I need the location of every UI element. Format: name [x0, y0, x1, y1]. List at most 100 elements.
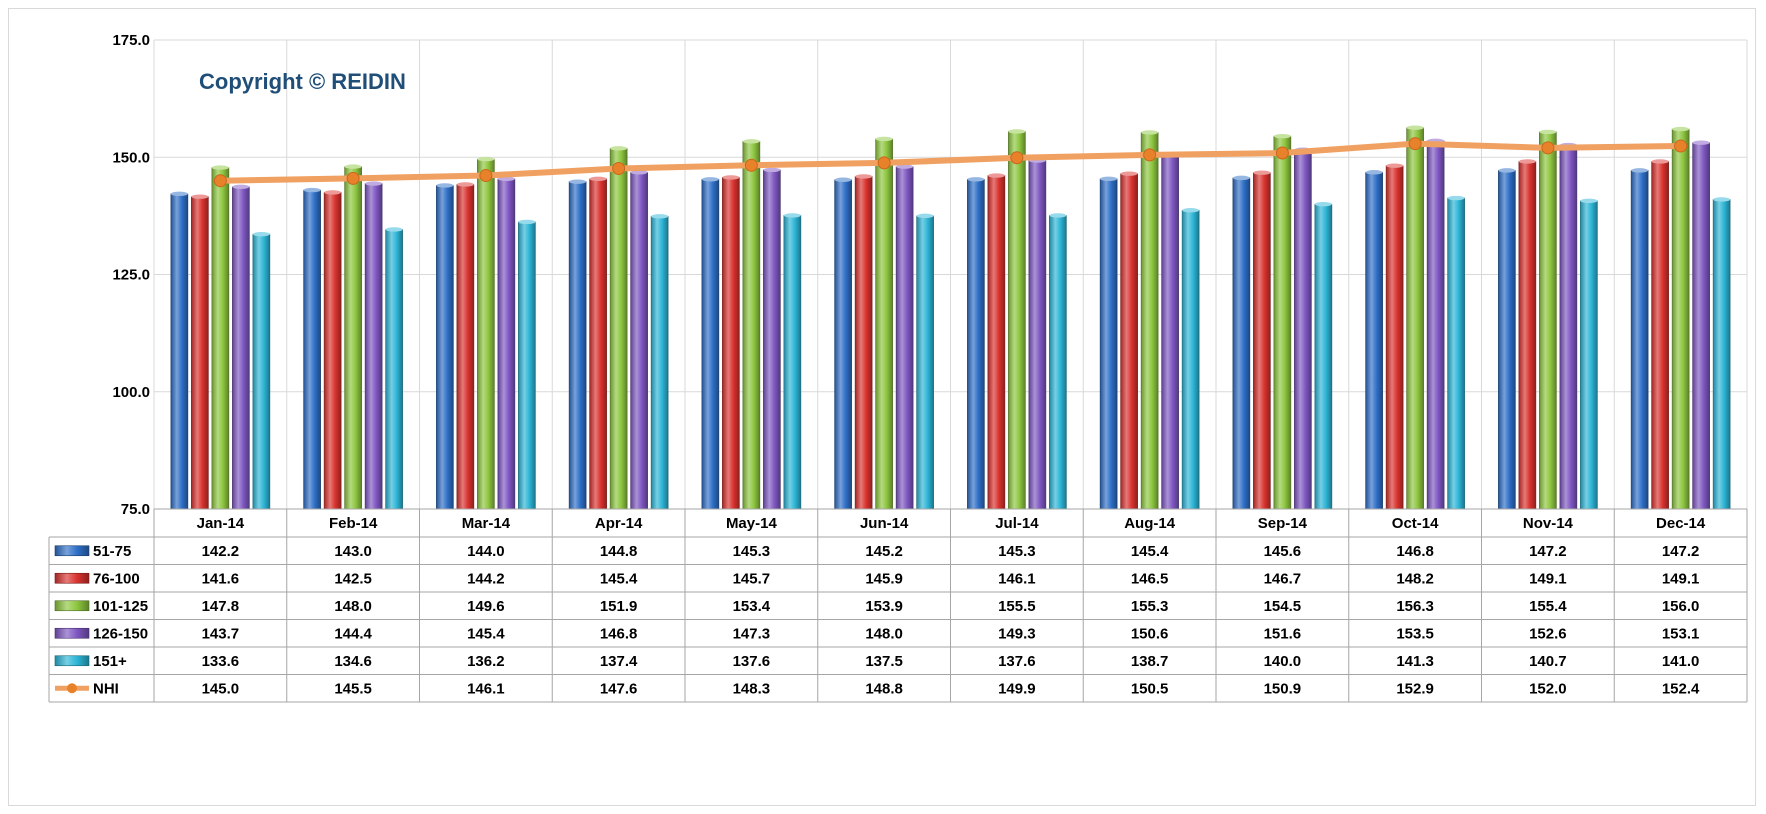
point-NHI-Apr-14	[612, 162, 626, 176]
bar-top	[1406, 125, 1424, 130]
bar-76-100-Sep-14	[1253, 172, 1271, 510]
bar-101-125-Mar-14	[477, 158, 495, 510]
bar-top	[987, 173, 1005, 178]
bar-76-100-Nov-14	[1518, 161, 1537, 510]
bar-151+-Dec-14	[1712, 199, 1731, 510]
table-cell: 147.2	[1662, 543, 1700, 560]
point-NHI-Aug-14	[1143, 148, 1157, 162]
bar-76-100-Feb-14	[323, 192, 342, 510]
bar-151+-Aug-14	[1181, 209, 1200, 510]
legend-label-126-150: 126-150	[93, 625, 148, 642]
bar-top	[1100, 176, 1118, 182]
bar-151+-Oct-14	[1447, 197, 1465, 510]
bar-126-150-Jul-14	[1028, 160, 1047, 510]
table-cell: 148.0	[865, 625, 903, 642]
table-cell: 153.9	[865, 598, 903, 615]
bar-76-100-May-14	[722, 177, 740, 510]
table-cell: 155.5	[998, 598, 1036, 615]
bar-151+-Nov-14	[1580, 200, 1598, 510]
bar-top	[1182, 208, 1200, 213]
bar-top	[651, 214, 669, 219]
bar-top	[1672, 126, 1690, 132]
table-cell: 137.5	[865, 653, 903, 670]
table-cell: 156.3	[1396, 598, 1434, 615]
table-cell: 146.1	[467, 680, 505, 697]
copyright-watermark: Copyright © REIDIN	[199, 69, 406, 94]
bar-76-100-Dec-14	[1651, 161, 1669, 510]
legend-label-NHI: NHI	[93, 680, 119, 697]
bar-51-75-Sep-14	[1232, 177, 1251, 510]
legend-label-101-125: 101-125	[93, 598, 148, 615]
category-label: Jul-14	[995, 515, 1039, 532]
category-label: Dec-14	[1656, 515, 1706, 532]
bar-top	[875, 136, 893, 142]
table-cell: 147.3	[733, 625, 771, 642]
table-cell: 153.4	[733, 598, 771, 615]
bar-top	[1232, 175, 1250, 181]
data-table: Jan-14 Feb-14 Mar-14 Apr-14 May-14 Jun-14 Jul-…	[48, 508, 1748, 703]
table-cell: 142.2	[202, 543, 240, 560]
table-cell: 145.5	[334, 680, 372, 697]
table-cell: 138.7	[1131, 653, 1169, 670]
table-cell: 144.2	[467, 570, 505, 587]
bar-151+-Feb-14	[385, 229, 403, 510]
bar-top	[1498, 168, 1516, 173]
category-label: Aug-14	[1124, 515, 1175, 532]
bar-top	[344, 164, 362, 169]
table-cell: 142.5	[334, 570, 372, 587]
table-cell: 145.3	[733, 543, 771, 560]
bar-top	[610, 146, 628, 151]
bar-top	[967, 177, 985, 182]
point-NHI-Oct-14	[1408, 137, 1422, 151]
bar-101-125-Apr-14	[609, 148, 628, 510]
bar-101-125-Feb-14	[344, 166, 362, 510]
bar-top	[569, 179, 587, 184]
table-cell: 151.6	[1264, 625, 1302, 642]
bar-151+-Jan-14	[252, 233, 271, 510]
bar-51-75-Apr-14	[568, 181, 587, 510]
y-tick-label: 175.0	[112, 32, 150, 49]
bar-101-125-Jul-14	[1008, 131, 1026, 510]
point-NHI-Jul-14	[1010, 151, 1024, 165]
table-cell: 148.3	[733, 680, 771, 697]
table-cell: 145.6	[1264, 543, 1302, 560]
bar-top	[1539, 129, 1557, 135]
table-cell: 146.7	[1264, 570, 1302, 587]
point-NHI-Nov-14	[1541, 141, 1555, 155]
bar-top	[1580, 198, 1598, 204]
point-NHI-Jan-14	[213, 174, 227, 188]
bar-top	[1314, 201, 1332, 207]
line-NHI	[220, 140, 1681, 184]
y-tick-label: 75.0	[121, 501, 150, 518]
table-cell: 148.0	[334, 598, 372, 615]
table-cell: 152.9	[1396, 680, 1434, 697]
bar-101-125-Sep-14	[1273, 135, 1292, 510]
table-cell: 145.4	[600, 570, 638, 587]
bar-126-150-Oct-14	[1426, 140, 1445, 510]
bar-top	[1447, 195, 1465, 201]
table-cell: 152.0	[1529, 680, 1567, 697]
legend-key-126-150	[54, 627, 90, 639]
bar-126-150-Jan-14	[232, 186, 250, 510]
bar-51-75-May-14	[701, 178, 720, 510]
bar-51-75-Nov-14	[1498, 170, 1516, 510]
legend-key-76-100	[54, 572, 90, 584]
bar-101-125-Oct-14	[1406, 127, 1424, 510]
table-cell: 133.6	[202, 653, 240, 670]
bar-top	[456, 182, 474, 187]
table-cell: 134.6	[334, 653, 372, 670]
table-cell: 149.9	[998, 680, 1036, 697]
point-NHI-Sep-14	[1275, 146, 1289, 160]
table-cell: 141.6	[202, 570, 240, 587]
bar-76-100-Jul-14	[987, 175, 1006, 510]
bar-151+-Sep-14	[1314, 203, 1333, 510]
table-cell: 144.0	[467, 543, 505, 560]
table-cell: 145.4	[1131, 543, 1169, 560]
table-cell: 145.7	[733, 570, 771, 587]
bar-top	[701, 177, 719, 182]
table-cell: 145.9	[865, 570, 903, 587]
bar-top	[385, 227, 403, 232]
table-cell: 146.1	[998, 570, 1036, 587]
chart-frame: 175.0 150.0 125.0 100.0 75.0 Copyright © REI…	[8, 8, 1756, 806]
table-cell: 150.9	[1264, 680, 1302, 697]
